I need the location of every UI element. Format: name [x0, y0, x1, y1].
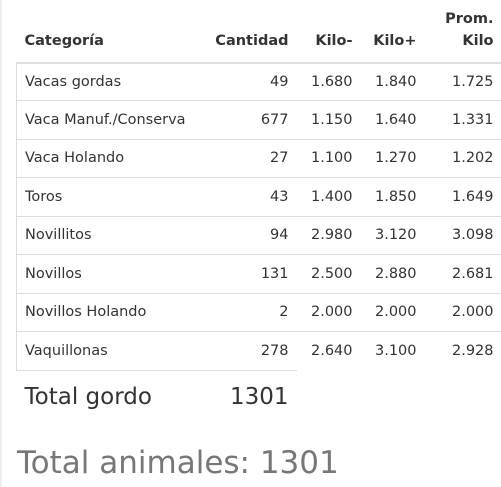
header-prom-line2: Kilo [462, 33, 494, 49]
cell-category: Vaquillonas [16, 331, 207, 370]
cell-kilo-max: 3.100 [360, 331, 425, 370]
empty-cell [297, 370, 361, 424]
cell-quantity: 278 [206, 331, 297, 370]
cell-category: Novillos [16, 254, 207, 293]
total-row: Total gordo 1301 [16, 369, 501, 424]
cell-prom-kilo: 1.649 [424, 177, 501, 216]
cell-quantity: 94 [206, 215, 297, 255]
cell-prom-kilo: 1.725 [451, 74, 494, 90]
table-row: Vacas gordas 49 1.680 1.840 1.725 [16, 63, 501, 101]
total-gordo-label: Total gordo [16, 369, 207, 424]
table-row: Novillos Holando 2 2.000 2.000 2.000 [16, 292, 501, 332]
cell-kilo-max: 1.850 [360, 177, 425, 216]
cell-kilo-min: 1.400 [296, 177, 361, 216]
header-category: Categoría [16, 6, 207, 64]
total-animals-heading: Total animales: 1301 [17, 445, 339, 481]
table-row: Novillitos 94 2.980 3.120 3.098 [16, 215, 501, 255]
cell-kilo-min: 1.680 [310, 74, 353, 90]
total-gordo-value: 1301 [206, 369, 297, 424]
cell-quantity: 49 [270, 74, 289, 90]
cell-category: Vacas gordas [16, 63, 207, 101]
header-prom-kilo: Prom. Kilo [424, 6, 501, 64]
cell-kilo-max: 2.880 [360, 254, 425, 293]
cell-prom-kilo: 2.000 [424, 292, 501, 332]
cell-prom-kilo: 1.331 [424, 100, 501, 139]
cell-category: Novillitos [16, 215, 207, 255]
header-kilo-min: Kilo- [296, 6, 361, 64]
cell-quantity: 677 [206, 100, 297, 139]
header-prom-line1: Prom. [445, 11, 494, 27]
empty-cell [425, 370, 501, 424]
cattle-price-table: Categoría Cantidad Kilo- Kilo+ Prom. Kilo… [16, 6, 501, 424]
empty-cell [361, 370, 425, 424]
table-row: Vaca Holando 27 1.100 1.270 1.202 [16, 138, 501, 178]
table-row: Toros 43 1.400 1.850 1.649 [16, 177, 501, 216]
cell-kilo-min: 2.980 [296, 215, 361, 255]
table-body: Vacas gordas 49 1.680 1.840 1.725 Vaca M… [16, 63, 501, 424]
cell-kilo-min: 2.500 [296, 254, 361, 293]
cell-quantity: 43 [206, 177, 297, 216]
table-row: Vaquillonas 278 2.640 3.100 2.928 [16, 331, 501, 370]
cell-kilo-max: 1.270 [360, 138, 425, 178]
cell-prom-kilo: 3.098 [424, 215, 501, 255]
table-header: Categoría Cantidad Kilo- Kilo+ Prom. Kilo [16, 6, 501, 64]
cell-kilo-min: 1.150 [296, 100, 361, 139]
cell-kilo-min: 1.100 [296, 138, 361, 178]
cell-quantity: 131 [206, 254, 297, 293]
cell-prom-kilo: 1.202 [424, 138, 501, 178]
cell-category: Toros [16, 177, 207, 216]
cell-quantity: 27 [206, 138, 297, 178]
cell-kilo-min: 2.000 [296, 292, 361, 332]
cell-quantity: 2 [206, 292, 297, 332]
cell-prom-kilo: 2.928 [424, 331, 501, 370]
cell-prom-kilo: 2.681 [424, 254, 501, 293]
cell-category: Novillos Holando [16, 292, 207, 332]
cell-kilo-min: 2.640 [296, 331, 361, 370]
cell-category: Vaca Holando [16, 138, 207, 178]
table-row: Vaca Manuf./Conserva 677 1.150 1.640 1.3… [16, 100, 501, 139]
header-row: Categoría Cantidad Kilo- Kilo+ Prom. Kilo [16, 6, 501, 64]
cell-category: Vaca Manuf./Conserva [16, 100, 207, 139]
cell-kilo-max: 1.840 [374, 74, 417, 90]
cell-kilo-max: 2.000 [360, 292, 425, 332]
header-kilo-max: Kilo+ [360, 6, 425, 64]
header-quantity: Cantidad [206, 6, 297, 64]
table-row: Novillos 131 2.500 2.880 2.681 [16, 254, 501, 293]
cell-kilo-max: 1.640 [360, 100, 425, 139]
left-border-rule [0, 0, 2, 487]
cell-kilo-max: 3.120 [360, 215, 425, 255]
